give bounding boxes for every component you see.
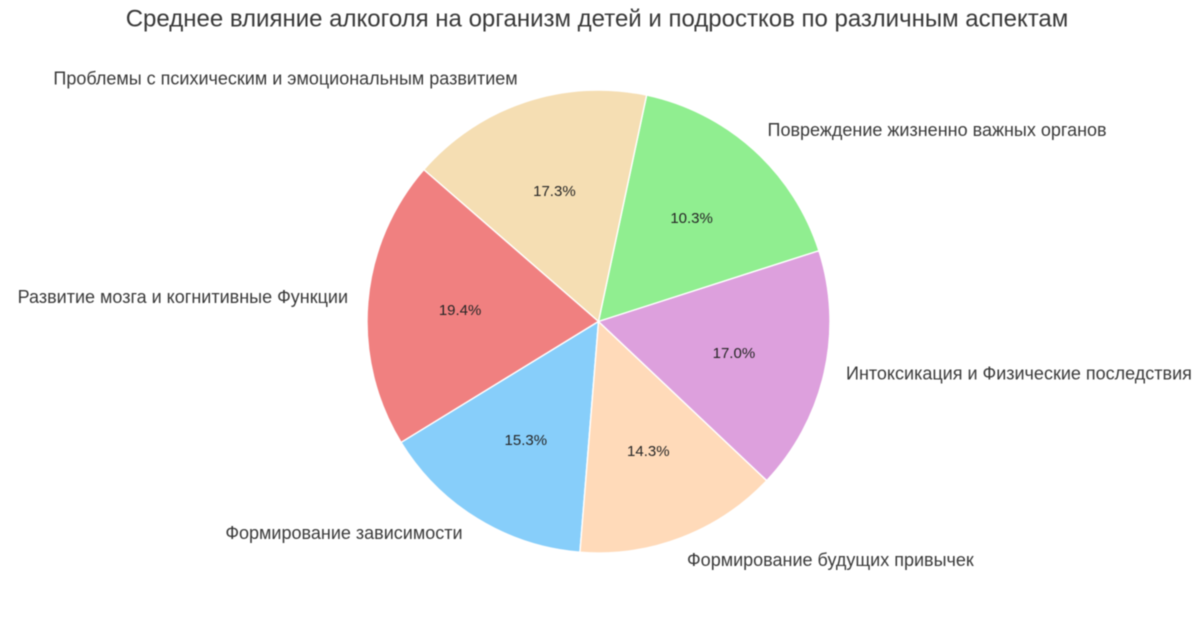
- svg-text:Повреждение жизненно важных ор: Повреждение жизненно важных органов: [768, 120, 1107, 140]
- svg-text:15.3%: 15.3%: [505, 432, 548, 449]
- svg-text:Формирование зависимости: Формирование зависимости: [225, 523, 462, 543]
- svg-text:Развитие мозга и когнитивные Ф: Развитие мозга и когнитивные Функции: [18, 287, 348, 307]
- svg-text:14.3%: 14.3%: [627, 443, 670, 460]
- svg-text:19.4%: 19.4%: [439, 302, 482, 319]
- svg-text:10.3%: 10.3%: [670, 210, 713, 227]
- svg-text:17.0%: 17.0%: [713, 345, 756, 362]
- svg-text:17.3%: 17.3%: [533, 183, 576, 200]
- svg-text:Проблемы с психическим и эмоци: Проблемы с психическим и эмоциональным р…: [53, 69, 517, 89]
- svg-text:Интоксикация и Физические посл: Интоксикация и Физические последствия: [846, 364, 1192, 384]
- svg-text:Среднее влияние алкоголя на ор: Среднее влияние алкоголя на организм дет…: [126, 6, 1069, 33]
- svg-text:Формирование будущих привычек: Формирование будущих привычек: [687, 550, 974, 570]
